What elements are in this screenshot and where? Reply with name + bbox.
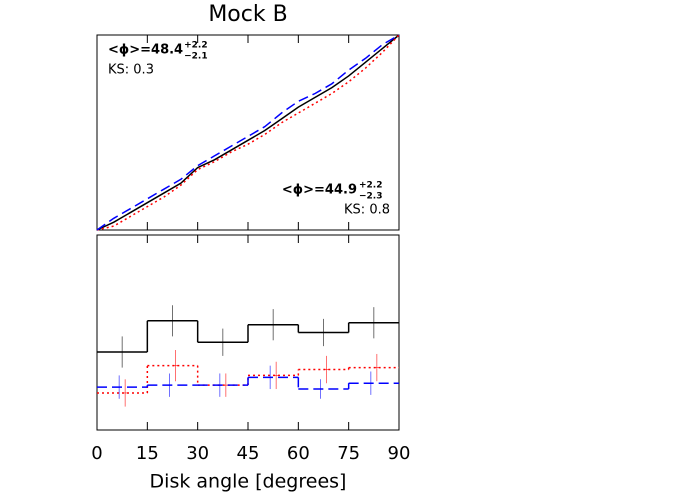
annotation-sub: −2.1 <box>184 52 207 62</box>
x-tick-label: 45 <box>237 443 260 464</box>
x-tick-label: 0 <box>91 443 102 464</box>
annotation-sup: +2.2 <box>359 181 382 191</box>
chart-title: Mock B <box>208 2 287 27</box>
annotation-text: <ϕ>=48.4 <box>108 43 183 58</box>
cumulative-line <box>96 34 400 231</box>
x-tick-label: 75 <box>337 443 360 464</box>
x-tick-label: 15 <box>136 443 159 464</box>
annotation-text: <ϕ>=44.9 <box>282 183 357 198</box>
x-axis-label: Disk angle [degrees] <box>150 471 347 493</box>
x-tick-label: 60 <box>287 443 310 464</box>
annotation-ks: KS: 0.8 <box>344 203 390 218</box>
annotation-sub: −2.3 <box>359 192 382 202</box>
cumulative-line <box>96 34 400 231</box>
annotation-sup: +2.2 <box>184 41 207 51</box>
x-tick-label: 90 <box>388 443 411 464</box>
annotation-ks: KS: 0.3 <box>108 63 154 78</box>
x-tick-label: 30 <box>186 443 209 464</box>
